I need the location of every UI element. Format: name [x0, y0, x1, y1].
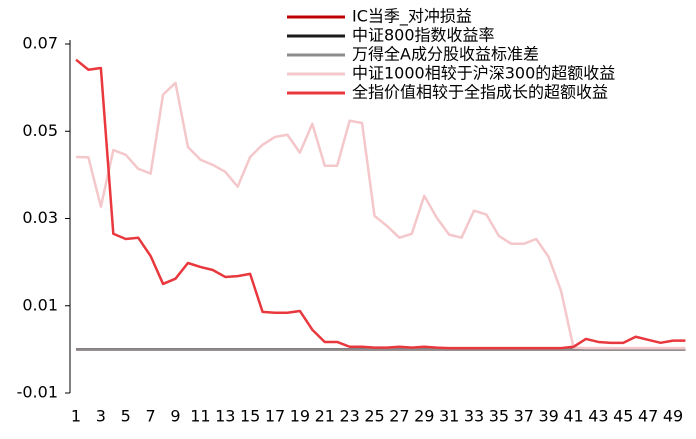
x-tick-label: 17 [265, 407, 285, 426]
x-tick-label: 23 [339, 407, 359, 426]
x-tick-label: 11 [190, 407, 210, 426]
y-tick-label: 0.05 [22, 121, 58, 140]
x-tick-label: 29 [414, 407, 434, 426]
x-tick-label: 7 [146, 407, 156, 426]
x-tick-label: 31 [439, 407, 459, 426]
y-tick-label: 0.03 [22, 208, 58, 227]
x-tick-label: 15 [240, 407, 260, 426]
x-tick-label: 41 [563, 407, 583, 426]
y-tick-label: 0.07 [22, 34, 58, 53]
x-tick-label: 37 [514, 407, 534, 426]
x-tick-label: 49 [663, 407, 683, 426]
x-tick-label: 21 [315, 407, 335, 426]
y-tick-label: 0.01 [22, 295, 58, 314]
x-tick-label: 9 [170, 407, 180, 426]
legend-label: IC当季_对冲损益 [352, 7, 472, 27]
x-tick-label: 45 [613, 407, 633, 426]
x-tick-label: 19 [290, 407, 310, 426]
y-tick-label: -0.01 [17, 383, 58, 402]
legend-label: 全指价值相较于全指成长的超额收益 [352, 83, 608, 102]
x-tick-label: 39 [538, 407, 558, 426]
x-tick-label: 47 [638, 407, 658, 426]
series-line [75, 58, 686, 350]
legend-label: 中证1000相较于沪深300的超额收益 [352, 64, 615, 83]
x-tick-label: 5 [121, 407, 131, 426]
x-tick-label: 3 [96, 407, 106, 426]
x-tick-label: 13 [215, 407, 235, 426]
series-line [75, 81, 686, 350]
x-tick-label: 33 [464, 407, 484, 426]
x-tick-label: 27 [389, 407, 409, 426]
x-tick-label: 43 [588, 407, 608, 426]
x-tick-label: 1 [71, 407, 81, 426]
legend-label: 中证800指数收益率 [352, 26, 495, 45]
x-tick-label: 35 [489, 407, 509, 426]
x-tick-label: 25 [364, 407, 384, 426]
legend-label: 万得全A成分股收益标准差 [352, 45, 539, 64]
